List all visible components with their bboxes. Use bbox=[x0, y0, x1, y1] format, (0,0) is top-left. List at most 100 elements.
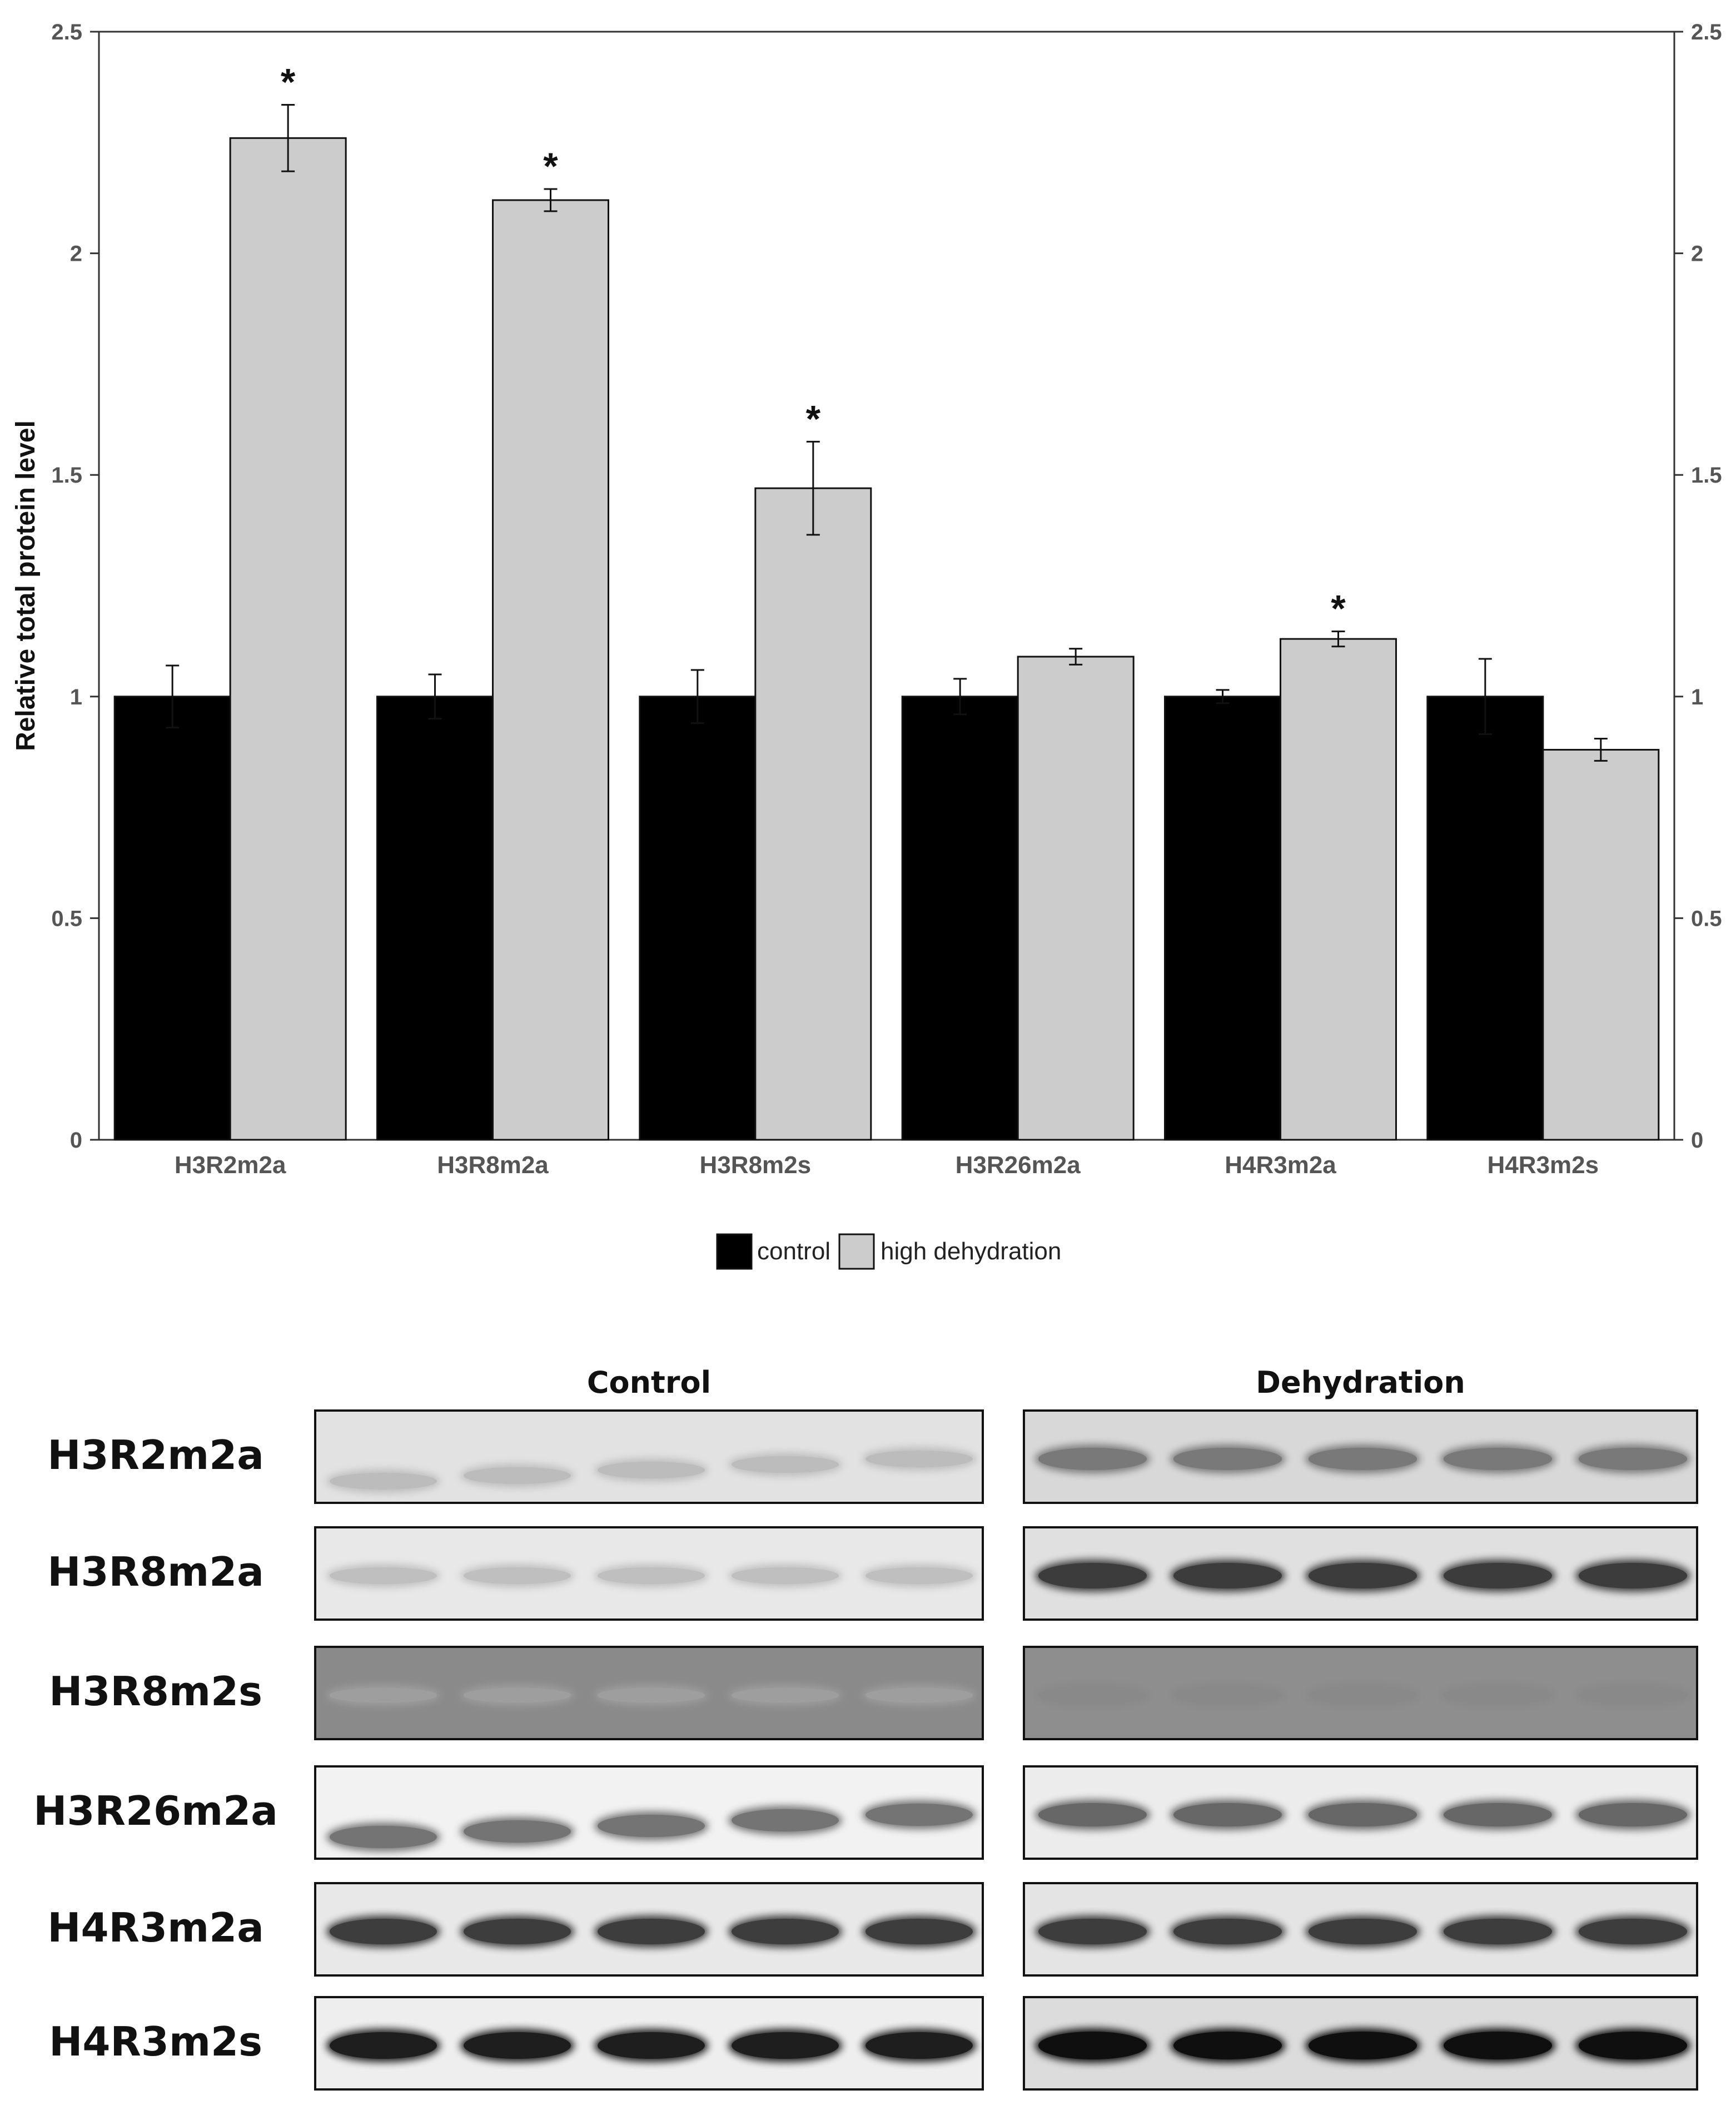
y-tick-label-right: 1 bbox=[1691, 685, 1703, 709]
y-tick-label-left: 1 bbox=[70, 685, 82, 709]
y-tick-label-left: 0.5 bbox=[51, 906, 82, 931]
blot-panel-control bbox=[314, 1765, 984, 1860]
blot-panel-dehydration bbox=[1023, 1526, 1698, 1621]
blot-band bbox=[1579, 1448, 1687, 1470]
blot-band bbox=[1579, 1803, 1687, 1827]
bar-control bbox=[901, 696, 1019, 1141]
significance-marker: * bbox=[1331, 588, 1346, 630]
blot-band bbox=[598, 1688, 705, 1702]
blot-band bbox=[1579, 2032, 1687, 2059]
bar-control bbox=[113, 696, 231, 1141]
blot-band bbox=[1038, 1448, 1147, 1470]
blot-band bbox=[1444, 1448, 1552, 1470]
blot-band bbox=[865, 2032, 973, 2059]
blot-band bbox=[1309, 1448, 1417, 1470]
bar-high-dehydration bbox=[1017, 656, 1135, 1141]
blot-band bbox=[598, 1567, 705, 1585]
blot-band bbox=[1038, 2032, 1147, 2059]
y-tick-label-left: 2.5 bbox=[51, 20, 82, 44]
bar-control bbox=[376, 696, 494, 1141]
blot-band bbox=[1309, 1918, 1417, 1945]
y-tick-label-right: 2 bbox=[1691, 242, 1703, 266]
blot-band bbox=[865, 1918, 973, 1945]
blot-band bbox=[464, 1918, 571, 1945]
significance-marker: * bbox=[806, 398, 821, 440]
x-tick-label: H3R8m2s bbox=[700, 1151, 812, 1179]
y-tick-label-right: 0.5 bbox=[1691, 906, 1722, 931]
blot-band bbox=[1444, 1562, 1552, 1589]
y-tick-label-right: 0 bbox=[1691, 1128, 1703, 1153]
blot-row-label: H3R8m2s bbox=[49, 1668, 262, 1715]
blot-band bbox=[598, 2032, 705, 2059]
blot-band bbox=[1444, 1686, 1552, 1705]
bar-high-dehydration bbox=[229, 137, 347, 1141]
blot-band bbox=[1173, 1562, 1282, 1589]
blot-row-label: H4R3m2s bbox=[49, 2018, 262, 2065]
significance-marker: * bbox=[281, 61, 296, 103]
plot-frame bbox=[98, 31, 1675, 1141]
blot-panel-dehydration bbox=[1023, 1996, 1698, 2091]
blot-band bbox=[1579, 1562, 1687, 1589]
bar-chart: 0 0 0.5 0.5 1 1 1.5 1.5 2 2 2.5 2.5 Relative total p… bbox=[11, 20, 1722, 1270]
blot-band bbox=[732, 1567, 839, 1585]
y-axis-label: Relative total protein level bbox=[11, 420, 41, 751]
blot-group-title-control: Control bbox=[586, 1365, 712, 1400]
blot-panel-control bbox=[314, 1646, 984, 1740]
bar-control bbox=[1164, 696, 1281, 1141]
y-tick-label-left: 2 bbox=[70, 242, 82, 266]
bar-high-dehydration bbox=[1280, 638, 1397, 1141]
blot-row-label: H3R8m2a bbox=[47, 1548, 264, 1595]
blot-band bbox=[1038, 1803, 1147, 1827]
blot-band bbox=[1173, 1803, 1282, 1827]
blot-panel-control bbox=[314, 1409, 984, 1504]
blot-band bbox=[865, 1688, 973, 1702]
blot-band bbox=[598, 1918, 705, 1945]
blot-band bbox=[330, 1825, 437, 1849]
x-tick-label: H3R8m2a bbox=[437, 1151, 549, 1179]
blot-band bbox=[865, 1803, 973, 1826]
blot-band bbox=[732, 1688, 839, 1702]
x-tick-label: H3R26m2a bbox=[956, 1151, 1081, 1179]
blot-panel-control bbox=[314, 1996, 984, 2091]
blot-band bbox=[1173, 2032, 1282, 2059]
blot-band bbox=[330, 1472, 437, 1490]
y-tick-label-right: 2.5 bbox=[1691, 20, 1722, 44]
blot-band bbox=[1309, 1803, 1417, 1827]
blot-band bbox=[1038, 1562, 1147, 1589]
blot-band bbox=[732, 2032, 839, 2059]
blot-band bbox=[865, 1450, 973, 1468]
blot-band bbox=[732, 1918, 839, 1945]
y-tick-label-left: 0 bbox=[70, 1128, 82, 1153]
blot-row-label: H3R2m2a bbox=[47, 1432, 264, 1478]
blot-row-label: H3R26m2a bbox=[33, 1788, 278, 1834]
y-tick-label-right: 1.5 bbox=[1691, 463, 1722, 488]
blot-band bbox=[1579, 1686, 1687, 1705]
blot-band bbox=[1309, 1686, 1417, 1705]
blot-band bbox=[1173, 1918, 1282, 1945]
blot-band bbox=[330, 2032, 437, 2059]
blot-band bbox=[464, 1820, 571, 1843]
bar-control bbox=[639, 696, 757, 1141]
legend-label-high-dehydration: high dehydration bbox=[881, 1238, 1061, 1265]
blot-band bbox=[1444, 2032, 1552, 2059]
blot-band bbox=[598, 1814, 705, 1838]
blot-band bbox=[1444, 1918, 1552, 1945]
legend-swatch-control bbox=[716, 1233, 753, 1270]
blot-band bbox=[1173, 1448, 1282, 1470]
bar-high-dehydration bbox=[1542, 748, 1660, 1141]
blot-band bbox=[1173, 1686, 1282, 1705]
blot-band bbox=[1309, 1562, 1417, 1589]
blot-band bbox=[732, 1456, 839, 1473]
x-tick-label: H4R3m2s bbox=[1488, 1151, 1599, 1179]
significance-marker: * bbox=[543, 145, 558, 187]
legend-label-control: control bbox=[757, 1238, 830, 1265]
blot-band bbox=[1038, 1686, 1147, 1705]
bar-high-dehydration bbox=[492, 199, 609, 1141]
blot-band bbox=[464, 1688, 571, 1702]
blot-band bbox=[865, 1567, 973, 1585]
bar-high-dehydration bbox=[754, 487, 872, 1141]
blot-panel-dehydration bbox=[1023, 1646, 1698, 1740]
bar-control bbox=[1426, 696, 1544, 1141]
blot-band bbox=[598, 1461, 705, 1479]
blot-band bbox=[1579, 1918, 1687, 1945]
